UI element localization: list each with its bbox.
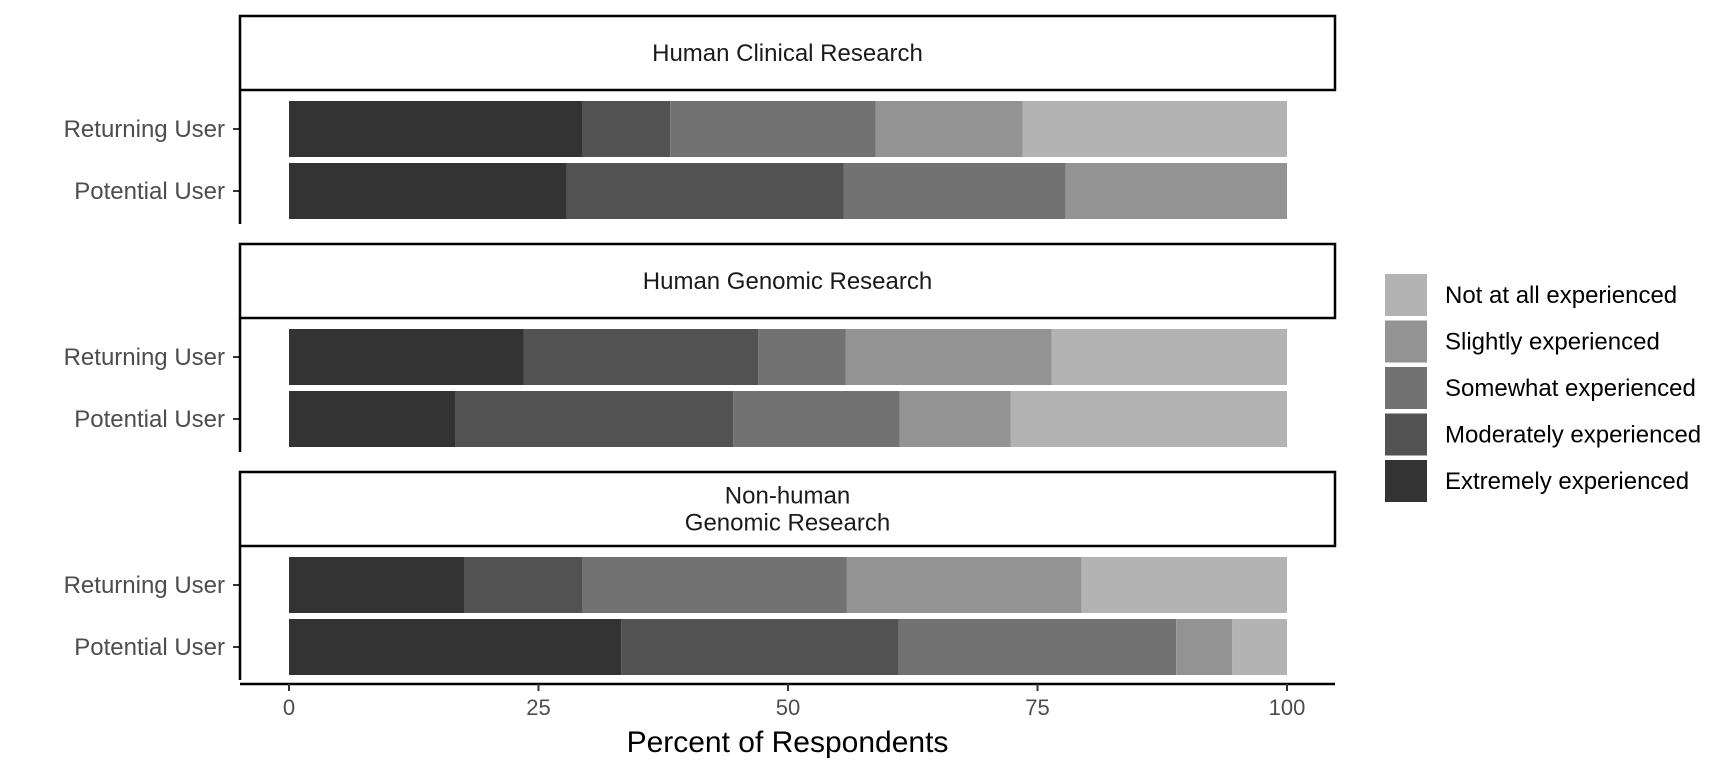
bar-segment xyxy=(566,163,844,219)
x-tick-label: 0 xyxy=(283,695,295,720)
bar-segment xyxy=(1232,619,1287,675)
bar-segment xyxy=(899,391,1011,447)
panel-title-line: Human Clinical Research xyxy=(652,40,923,67)
panel-title: Human Clinical Research xyxy=(652,40,923,67)
panel-strip xyxy=(238,470,1337,548)
bar-segment xyxy=(733,391,900,447)
bar-segment xyxy=(670,101,876,157)
bar-segment xyxy=(289,619,622,675)
panel-title-line: Genomic Research xyxy=(685,510,890,537)
bar-segment xyxy=(289,557,465,613)
legend-label: Moderately experienced xyxy=(1445,422,1701,449)
x-tick-label: 25 xyxy=(526,695,550,720)
x-axis-title: Percent of Respondents xyxy=(627,726,949,759)
legend-swatch xyxy=(1385,460,1427,502)
bar-segment xyxy=(845,329,1052,385)
panel-title: Human Genomic Research xyxy=(643,268,932,295)
bar-segment xyxy=(289,101,583,157)
bar-segment xyxy=(1081,557,1287,613)
legend-label: Somewhat experienced xyxy=(1445,375,1696,402)
bar-segment xyxy=(523,329,759,385)
bar-segment xyxy=(289,163,567,219)
bar-segment xyxy=(758,329,846,385)
bar-segment xyxy=(875,101,1023,157)
bar-segment xyxy=(1065,163,1287,219)
legend-swatch xyxy=(1385,367,1427,409)
bar-segment xyxy=(455,391,734,447)
legend-swatch xyxy=(1385,274,1427,316)
bar-segment xyxy=(289,329,524,385)
bar-segment xyxy=(1010,391,1287,447)
x-tick-label: 50 xyxy=(776,695,800,720)
panel-title: Non-human Genomic Research xyxy=(685,483,890,537)
bar-segment xyxy=(1051,329,1287,385)
panel-strip xyxy=(238,14,1337,92)
legend-swatch xyxy=(1385,413,1427,456)
bar-segment xyxy=(621,619,899,675)
bar-segment xyxy=(464,557,583,613)
category-label: Potential User xyxy=(74,406,225,433)
legend-swatch xyxy=(1385,320,1427,363)
bar-segment xyxy=(843,163,1066,219)
category-label: Returning User xyxy=(64,344,225,371)
bar-segment xyxy=(1176,619,1233,675)
category-label: Returning User xyxy=(64,572,225,599)
bar-segment xyxy=(289,391,456,447)
bar-segment xyxy=(846,557,1082,613)
panel-title-line: Human Genomic Research xyxy=(643,268,932,295)
panel-title-line: Non-human xyxy=(725,483,850,510)
category-label: Potential User xyxy=(74,634,225,661)
panel-strip xyxy=(238,242,1337,320)
bar-segment xyxy=(898,619,1177,675)
x-tick-label: 75 xyxy=(1025,695,1049,720)
legend-label: Extremely experienced xyxy=(1445,468,1689,495)
bar-segment xyxy=(582,101,671,157)
x-tick-label: 100 xyxy=(1269,695,1306,720)
legend-label: Slightly experienced xyxy=(1445,329,1660,356)
bar-segment xyxy=(582,557,847,613)
legend-label: Not at all experienced xyxy=(1445,282,1677,309)
category-label: Potential User xyxy=(74,178,225,205)
category-label: Returning User xyxy=(64,116,225,143)
bar-segment xyxy=(1022,101,1287,157)
